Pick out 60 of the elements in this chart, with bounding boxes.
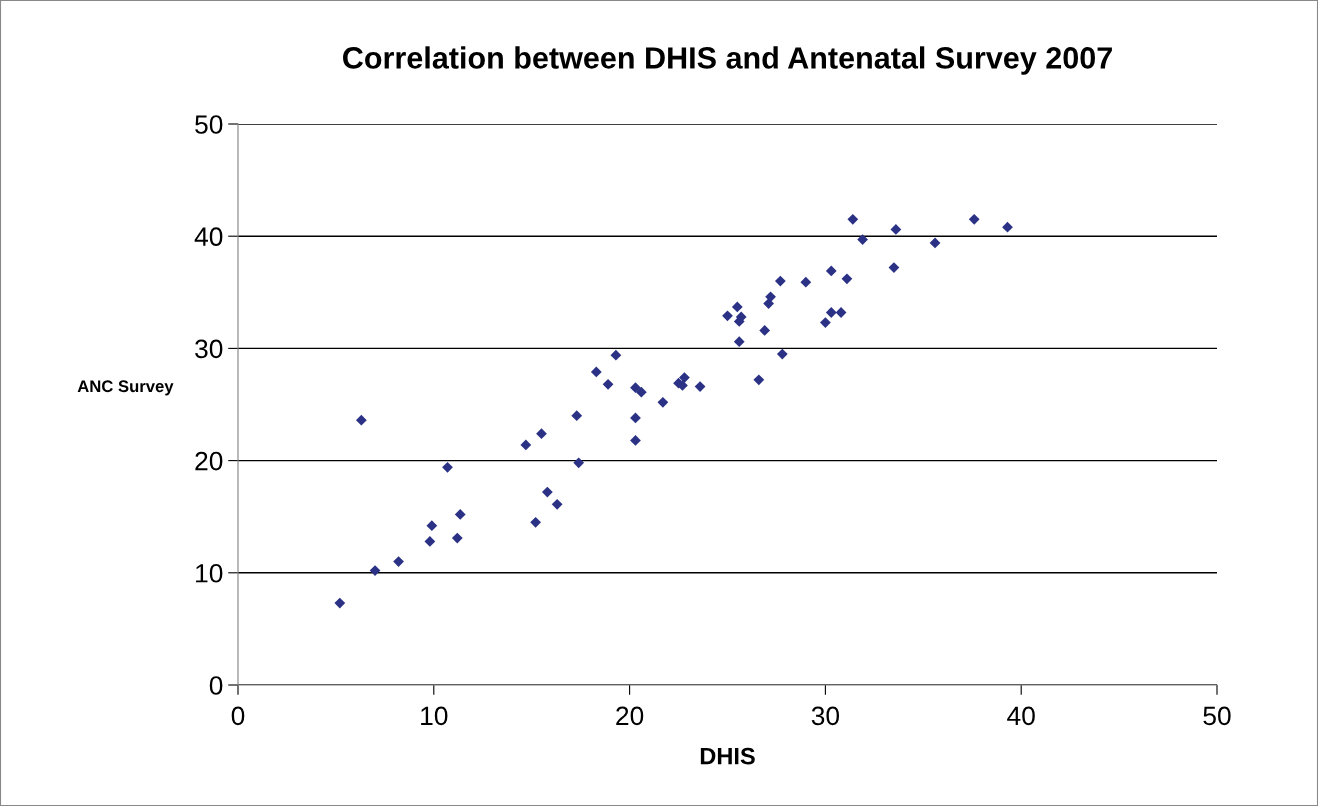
point	[763, 298, 774, 309]
point	[825, 265, 837, 277]
point	[541, 486, 553, 498]
point	[888, 262, 900, 273]
point	[733, 336, 745, 348]
y-tick-label: 0	[209, 676, 223, 695]
point	[451, 532, 463, 544]
x-tick-label: 20	[616, 706, 644, 726]
point	[630, 382, 641, 394]
point	[635, 386, 647, 398]
point	[776, 348, 788, 360]
y-tick-label: 50	[195, 115, 223, 134]
point	[630, 435, 641, 446]
x-tick-label: 30	[811, 706, 840, 726]
point	[573, 457, 585, 469]
point	[334, 597, 346, 609]
point	[820, 317, 831, 328]
point	[454, 509, 466, 520]
point	[800, 276, 812, 288]
y-tick-label: 40	[194, 227, 223, 247]
point	[731, 301, 743, 313]
y-tick-label: 20	[195, 451, 223, 471]
y-axis-title: ANC Survey	[77, 380, 174, 396]
point	[753, 374, 765, 386]
point	[520, 439, 532, 451]
point	[602, 378, 614, 390]
point	[929, 237, 941, 249]
point	[722, 310, 733, 322]
point	[610, 349, 622, 361]
point	[551, 498, 563, 510]
point	[393, 556, 404, 567]
x-tick-label: 40	[1007, 706, 1035, 726]
y-tick-label: 30	[195, 339, 223, 359]
x-tick-label: 0	[231, 706, 245, 726]
point	[694, 381, 706, 392]
point	[968, 213, 980, 225]
x-tick-label: 50	[1203, 706, 1231, 726]
point	[424, 536, 436, 547]
point	[759, 325, 771, 336]
point	[847, 213, 859, 225]
point	[536, 428, 547, 440]
point	[857, 234, 868, 245]
x-tick-label: 10	[421, 706, 448, 726]
point	[765, 291, 776, 303]
y-tick-label: 10	[196, 563, 223, 583]
point	[679, 372, 690, 383]
point	[530, 516, 541, 528]
point	[590, 366, 602, 378]
point	[442, 461, 453, 473]
point	[426, 520, 438, 532]
x-axis-title: DHIS	[700, 747, 755, 765]
point	[571, 410, 583, 422]
point	[1002, 221, 1013, 233]
point	[657, 396, 669, 408]
point	[774, 275, 786, 287]
point	[825, 307, 837, 318]
chart-title: Correlation between DHIS and Antenatal Survey 2007	[343, 46, 1112, 75]
point	[355, 414, 367, 426]
point	[841, 273, 853, 285]
point	[890, 224, 902, 235]
